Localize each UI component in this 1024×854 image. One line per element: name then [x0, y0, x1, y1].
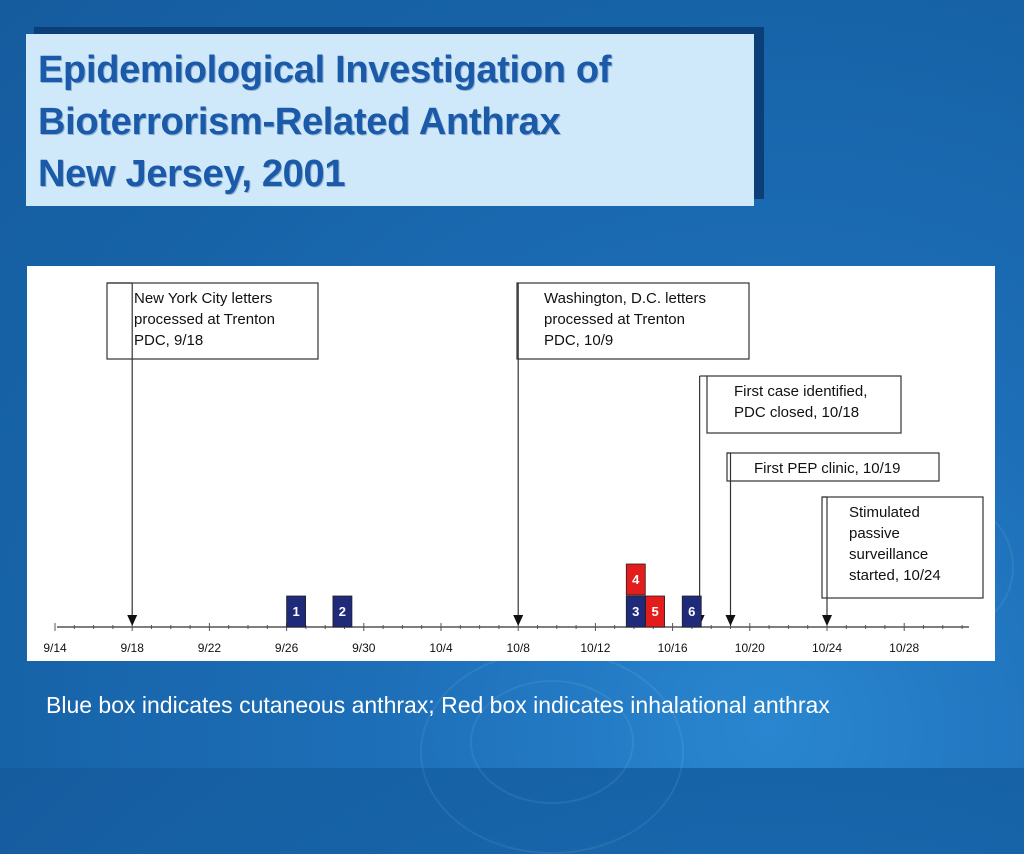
event-callout-text: First case identified,	[734, 383, 867, 400]
case-box	[625, 563, 646, 596]
x-tick-label: 10/20	[735, 641, 765, 655]
event-callout-box	[706, 375, 902, 434]
case-number: 4	[632, 572, 640, 587]
case-box	[645, 595, 665, 628]
case-number: 3	[632, 604, 639, 619]
timeline-chart: 9/14 9/18 9/22 9/26 9/30 10/4 10/8 10/12 10/16 10…	[43, 282, 984, 655]
event-callout-box	[106, 282, 319, 360]
event-callout-box	[821, 496, 984, 599]
event-callout-text: PDC closed, 10/18	[734, 404, 859, 421]
event-callout-text: processed at Trenton	[134, 311, 275, 328]
event-callout-text: Stimulated	[849, 504, 920, 521]
case-number: 6	[688, 604, 695, 619]
event-callout-text: started, 10/24	[849, 567, 941, 584]
legend-caption: Blue box indicates cutaneous anthrax; Re…	[46, 692, 830, 718]
x-tick-label: 10/16	[658, 641, 688, 655]
slide-title: Epidemiological Investigation of Bioterr…	[26, 34, 754, 206]
title-line-1: Epidemiological Investigation of	[38, 49, 612, 91]
event-callout-box	[726, 452, 940, 482]
event-arrowhead	[513, 615, 524, 626]
x-tick-label: 9/22	[198, 641, 222, 655]
event-callout-text: surveillance	[849, 546, 928, 563]
case-number: 5	[651, 604, 658, 619]
event-callout-text: processed at Trenton	[544, 311, 685, 328]
x-tick-label: 10/24	[812, 641, 842, 655]
case-box	[681, 595, 702, 628]
case-box	[332, 595, 353, 628]
x-tick-label: 9/26	[275, 641, 299, 655]
event-callout-text: First PEP clinic, 10/19	[754, 460, 900, 477]
title-line-2: Bioterrorism-Related Anthrax	[38, 101, 561, 143]
title-line-3: New Jersey, 2001	[38, 153, 346, 195]
x-tick-label: 9/18	[121, 641, 145, 655]
x-tick-label: 10/28	[889, 641, 919, 655]
x-tick-label: 10/4	[429, 641, 453, 655]
x-tick-label: 9/14	[43, 641, 67, 655]
timeline-figure: 9/14 9/18 9/22 9/26 9/30 10/4 10/8 10/12 10/16 10…	[27, 266, 995, 661]
case-number: 1	[292, 604, 299, 619]
event-callout-text: New York City letters	[134, 290, 272, 307]
x-tick-label: 9/30	[352, 641, 376, 655]
event-callout-text: PDC, 9/18	[134, 332, 203, 349]
event-callout-text: passive	[849, 525, 900, 542]
event-callout-box	[516, 282, 750, 360]
x-tick-label: 10/12	[580, 641, 610, 655]
case-box	[286, 595, 307, 628]
x-tick-label: 10/8	[507, 641, 531, 655]
event-arrowhead	[127, 615, 138, 626]
event-arrowhead	[725, 615, 736, 626]
case-number: 2	[339, 604, 346, 619]
event-callout-text: Washington, D.C. letters	[544, 290, 706, 307]
event-arrowhead	[822, 615, 832, 626]
event-callout-text: PDC, 10/9	[544, 332, 613, 349]
